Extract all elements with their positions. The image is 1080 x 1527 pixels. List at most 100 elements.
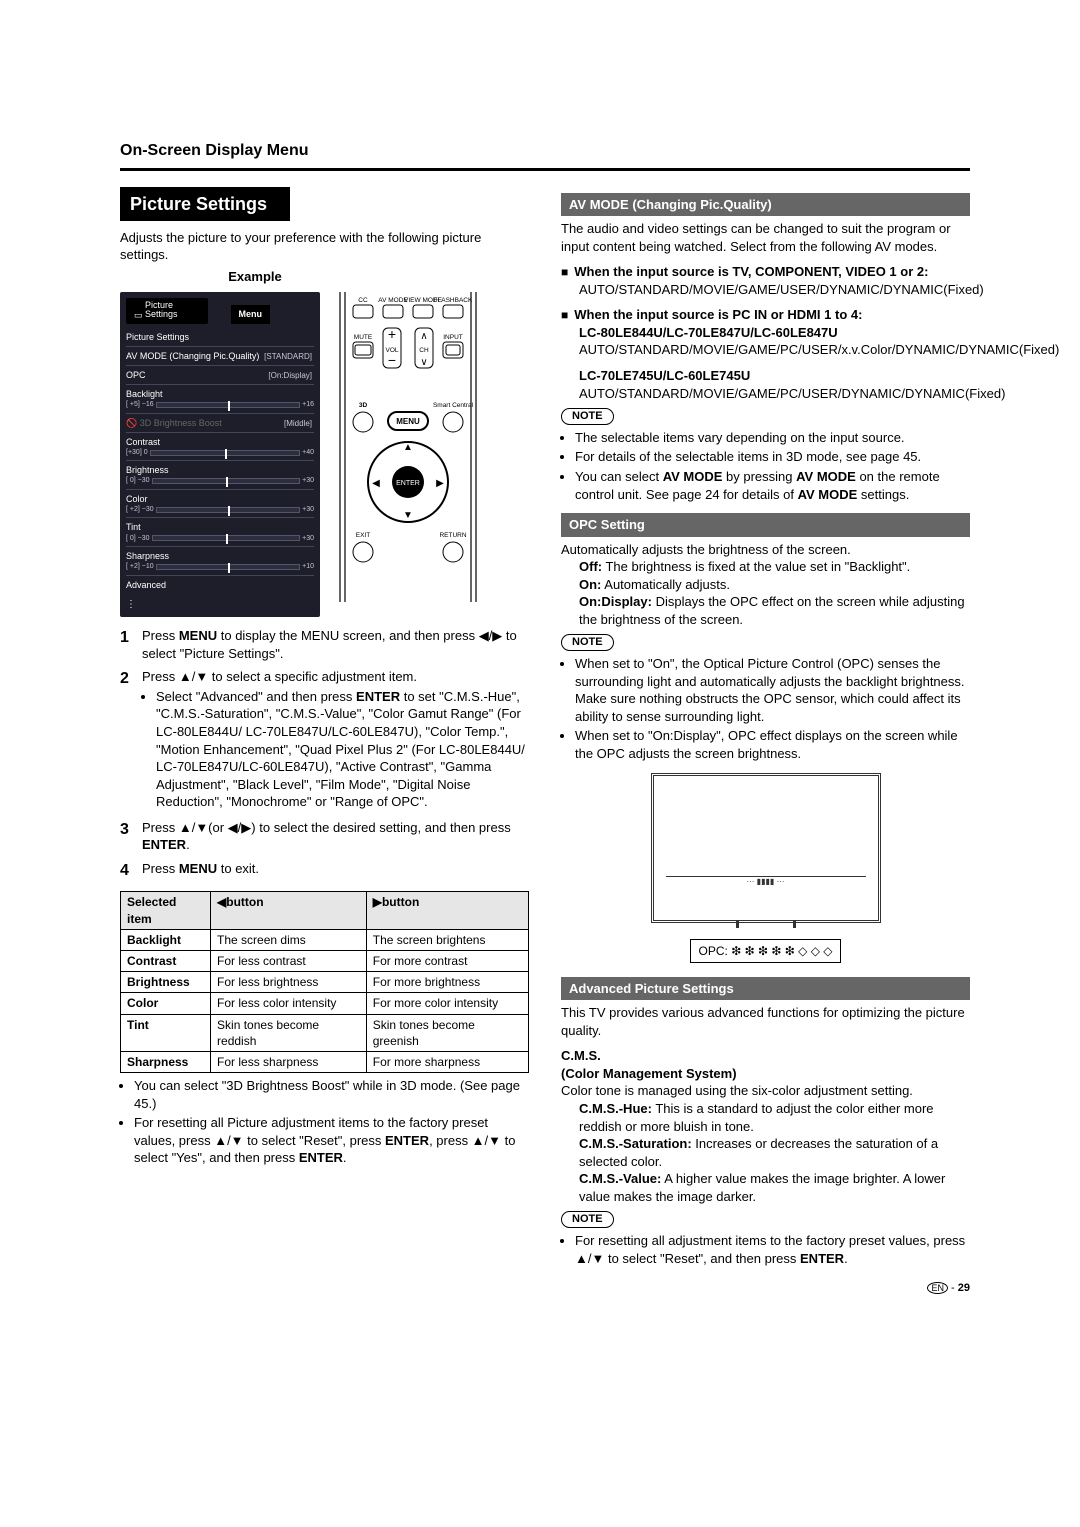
step-body: Press ▲/▼(or ◀/▶) to select the desired … [142, 819, 529, 854]
def-line: C.M.S.-Hue: This is a standard to adjust… [579, 1100, 970, 1135]
step: 2Press ▲/▼ to select a specific adjustme… [120, 668, 529, 812]
note-item: When set to "On:Display", OPC effect dis… [575, 727, 970, 762]
remote-diagram: CC AV MODE VIEW MODE FLASHBACK MUTE +− V… [338, 292, 478, 602]
page-footer: EN - 29 [120, 1281, 970, 1296]
example-figure: ▭ Picture Settings Menu Picture Settings… [120, 292, 529, 618]
cc-label: CC [358, 297, 368, 304]
opc-diagram: ··· ▮▮▮▮ ··· OPC: ❇ ❇ ❇ ❇ ❇ ◇ ◇ ◇ [561, 773, 970, 963]
avmode-intro: The audio and video settings can be chan… [561, 220, 970, 255]
table-cell: Tint [121, 1014, 211, 1051]
adv-heading: Advanced Picture Settings [561, 977, 970, 1001]
tab-label: Picture Settings [145, 301, 200, 321]
group-head: When the input source is PC IN or HDMI 1… [561, 306, 970, 324]
table-row: BacklightThe screen dimsThe screen brigh… [121, 929, 529, 950]
note-item: For details of the selectable items in 3… [575, 448, 970, 466]
threeD-label: 3D [359, 402, 368, 409]
table-cell: For more color intensity [366, 993, 528, 1014]
menu-title-word: Menu [231, 305, 271, 323]
table-row: TintSkin tones become reddishSkin tones … [121, 1014, 529, 1051]
example-label: Example [160, 268, 350, 286]
def-line: C.M.S.-Value: A higher value makes the i… [579, 1170, 970, 1205]
table-row: ContrastFor less contrastFor more contra… [121, 950, 529, 971]
step-body: Press MENU to exit. [142, 860, 529, 882]
opc-heading: OPC Setting [561, 513, 970, 537]
table-cell: For less color intensity [211, 993, 367, 1014]
menu-item: Advanced [126, 575, 314, 594]
cms-defs: C.M.S.-Hue: This is a standard to adjust… [579, 1100, 970, 1205]
table-cell: Contrast [121, 950, 211, 971]
menu-item: Contrast[+30] 0+40 [126, 432, 314, 461]
table-cell: The screen brightens [366, 929, 528, 950]
adjustment-table: Selected item◀button▶button BacklightThe… [120, 891, 529, 1073]
table-cell: For more contrast [366, 950, 528, 971]
avmode-heading: AV MODE (Changing Pic.Quality) [561, 193, 970, 217]
menu-item: Brightness[ 0] −30+30 [126, 460, 314, 489]
note-item: When set to "On", the Optical Picture Co… [575, 655, 970, 725]
note-item: For resetting all adjustment items to th… [575, 1232, 970, 1267]
group-head: When the input source is TV, COMPONENT, … [561, 263, 970, 281]
table-cell: Brightness [121, 972, 211, 993]
table-row: BrightnessFor less brightnessFor more br… [121, 972, 529, 993]
step-body: Press MENU to display the MENU screen, a… [142, 627, 529, 662]
tab-icon: ▭ [134, 309, 143, 319]
intro-text: Adjusts the picture to your preference w… [120, 229, 529, 264]
footnote: You can select "3D Brightness Boost" whi… [134, 1077, 529, 1112]
svg-text:∨: ∨ [420, 357, 427, 368]
table-cell: Sharpness [121, 1051, 211, 1072]
note-label: NOTE [561, 634, 614, 651]
menu-header-row: Picture Settings [126, 328, 314, 346]
avmode-group: When the input source is PC IN or HDMI 1… [561, 306, 970, 402]
step-number: 3 [120, 819, 134, 854]
menu-item: Sharpness[ +2] −10+10 [126, 546, 314, 575]
table-cell: Color [121, 993, 211, 1014]
menu-item: Color[ +2] −30+30 [126, 489, 314, 518]
step-number: 4 [120, 860, 134, 882]
model-sub: LC-80LE844U/LC-70LE847U/LC-60LE847U [579, 324, 970, 342]
group-body: AUTO/STANDARD/MOVIE/GAME/USER/DYNAMIC/DY… [579, 281, 970, 299]
cms-head1: C.M.S. [561, 1047, 970, 1065]
cms-intro: Color tone is managed using the six-colo… [561, 1082, 970, 1100]
table-cell: For more sharpness [366, 1051, 528, 1072]
step-number: 2 [120, 668, 134, 812]
adv-notes: For resetting all adjustment items to th… [575, 1232, 970, 1267]
svg-text:▼: ▼ [403, 510, 413, 521]
footnote: For resetting all Picture adjustment ite… [134, 1114, 529, 1167]
menu-tab: ▭ Picture Settings [126, 298, 208, 324]
table-cell: Skin tones become greenish [366, 1014, 528, 1051]
avmode-groups: When the input source is TV, COMPONENT, … [561, 263, 970, 402]
menu-chevrons: ⋮ [126, 598, 314, 612]
opc-intro: Automatically adjusts the brightness of … [561, 541, 970, 559]
smart-label: Smart Central [433, 402, 474, 409]
def-line: On:Display: Displays the OPC effect on t… [579, 593, 970, 628]
step: 4 Press MENU to exit. [120, 860, 529, 882]
table-cell: Backlight [121, 929, 211, 950]
svg-text:−: − [388, 352, 396, 368]
exit-label: EXIT [356, 532, 370, 539]
tv-legs [736, 920, 796, 928]
note-label: NOTE [561, 408, 614, 425]
return-label: RETURN [439, 532, 466, 539]
mute-label: MUTE [354, 334, 373, 341]
group-body: AUTO/STANDARD/MOVIE/GAME/PC/USER/x.v.Col… [579, 341, 970, 359]
opc-defs: Off: The brightness is fixed at the valu… [579, 558, 970, 628]
note-item: The selectable items vary depending on t… [575, 429, 970, 447]
col-header: ▶button [366, 892, 528, 929]
adv-intro: This TV provides various advanced functi… [561, 1004, 970, 1039]
left-footnotes: You can select "3D Brightness Boost" whi… [134, 1077, 529, 1167]
def-line: C.M.S.-Saturation: Increases or decrease… [579, 1135, 970, 1170]
ch-label: CH [419, 347, 429, 354]
step: 1Press MENU to display the MENU screen, … [120, 627, 529, 662]
page-number: 29 [958, 1282, 970, 1294]
menu-item: OPC[On:Display] [126, 365, 314, 384]
table-cell: For less brightness [211, 972, 367, 993]
enter-label: ENTER [396, 480, 420, 487]
table-cell: For more brightness [366, 972, 528, 993]
two-column-layout: Picture Settings Adjusts the picture to … [120, 183, 970, 1270]
steps-list: 1Press MENU to display the MENU screen, … [120, 627, 529, 881]
lang-badge: EN [927, 1282, 948, 1294]
table-cell: For less sharpness [211, 1051, 367, 1072]
table-cell: Skin tones become reddish [211, 1014, 367, 1051]
tv-rect: ··· ▮▮▮▮ ··· [651, 773, 881, 923]
vol-label: VOL [385, 347, 398, 354]
table-cell: The screen dims [211, 929, 367, 950]
